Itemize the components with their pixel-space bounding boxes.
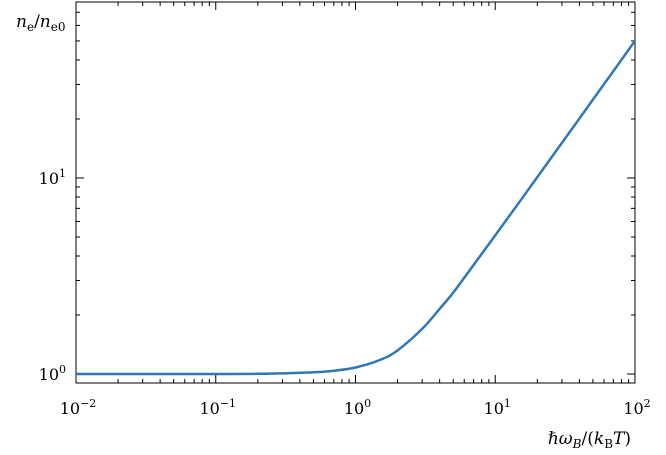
y-label-n2: n bbox=[40, 12, 51, 32]
y-label-n1: n bbox=[16, 12, 27, 32]
x-tick-label: 102 bbox=[623, 397, 650, 418]
x-axis-label: ℏωB/(kBT) bbox=[548, 429, 631, 451]
x-tick-label: 10−1 bbox=[199, 397, 236, 418]
y-tick-label: 101 bbox=[39, 167, 66, 188]
y-tick-label: 100 bbox=[39, 363, 66, 384]
x-label-k-sub: B bbox=[604, 437, 613, 451]
x-tick-labels: 10−2 10−1 100 101 102 bbox=[60, 397, 651, 418]
x-label-k: k bbox=[594, 429, 604, 449]
y-label-sub1: e bbox=[27, 20, 34, 34]
tick-marks bbox=[75, 2, 636, 384]
x-label-slash-paren: /( bbox=[582, 429, 594, 449]
x-label-T: T bbox=[613, 429, 626, 449]
y-label-sub2: e0 bbox=[51, 20, 66, 34]
y-tick-labels: 100 101 bbox=[39, 167, 66, 384]
y-label-slash: / bbox=[34, 12, 40, 32]
x-label-omega: ω bbox=[559, 429, 573, 449]
x-tick-label: 10−2 bbox=[60, 397, 97, 418]
x-label-hbar: ℏ bbox=[548, 429, 559, 449]
y-axis-label: ne/ne0 bbox=[16, 12, 66, 34]
x-label-close-paren: ) bbox=[624, 429, 631, 449]
series-line bbox=[75, 40, 637, 376]
x-label-omega-sub: B bbox=[572, 437, 582, 451]
x-tick-label: 100 bbox=[344, 397, 371, 418]
plot-frame bbox=[75, 1, 636, 384]
x-tick-label: 101 bbox=[484, 397, 511, 418]
